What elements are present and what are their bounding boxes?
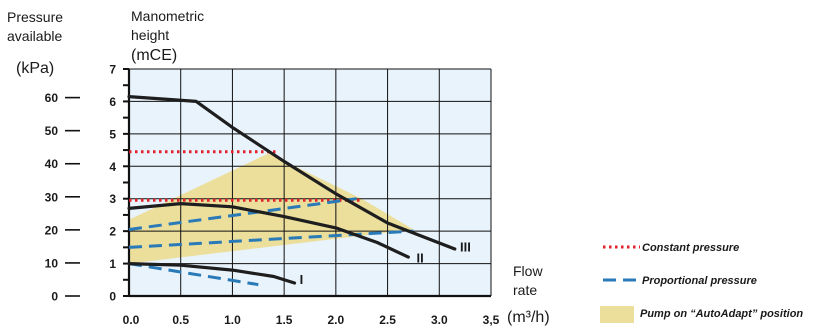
kpa-tick-label: 40 [45, 157, 59, 171]
x-tick-label: 0.0 [123, 313, 140, 327]
kpa-tick-label: 50 [45, 124, 59, 138]
right-axis-title: Manometric [131, 8, 204, 24]
autoadapt-region [129, 153, 414, 264]
x-tick-label: 2.0 [328, 313, 345, 327]
legend-swatch-autoadapt [600, 306, 634, 323]
proportional-pressure-line-1 [128, 197, 357, 231]
legend: Constant pressure Proportional pressure Pu… [600, 242, 803, 323]
kpa-tick-label: 0 [51, 290, 58, 304]
proportional-pressure-line-2 [128, 229, 414, 249]
left-axis-unit: (kPa) [16, 60, 54, 77]
x-tick-label: 3,5 [483, 313, 500, 327]
x-axis-title: rate [513, 282, 537, 298]
pump-curve-i [127, 262, 297, 285]
x-tick-label: 0.5 [172, 313, 189, 327]
curve-label: I [300, 272, 304, 287]
kpa-tick-label: 30 [45, 190, 59, 204]
mce-tick-label: 0 [109, 290, 116, 304]
plot-area [65, 68, 492, 298]
mce-tick-label: 6 [109, 95, 116, 109]
right-axis-unit: (mCE) [131, 47, 177, 64]
left-axis-title: available [7, 28, 62, 44]
x-tick-label: 3.0 [431, 313, 448, 327]
proportional-pressure-line-3 [128, 262, 259, 287]
left-axis-title: Pressure [7, 9, 63, 25]
legend-label: Pump on “AutoAdapt” position [640, 308, 803, 320]
legend-label: Proportional pressure [642, 275, 757, 287]
right-axis-title: height [131, 27, 169, 43]
mce-tick-label: 1 [109, 257, 116, 271]
x-tick-label: 1.0 [224, 313, 241, 327]
mce-tick-label: 2 [109, 225, 116, 239]
mce-tick-label: 4 [109, 160, 116, 174]
x-axis-title: Flow [513, 263, 543, 279]
kpa-tick-label: 10 [45, 256, 59, 270]
x-tick-label: 2.5 [379, 313, 396, 327]
kpa-tick-label: 60 [45, 91, 59, 105]
curve-label: II [417, 251, 424, 266]
legend-label: Constant pressure [642, 242, 739, 254]
curve-label: III [460, 239, 471, 254]
x-axis-unit: (m³/h) [507, 309, 550, 326]
mce-tick-label: 7 [109, 63, 116, 77]
pump-curve-iii [127, 94, 457, 251]
mce-tick-label: 5 [109, 127, 116, 141]
kpa-tick-label: 20 [45, 223, 59, 237]
mce-tick-label: 3 [109, 192, 116, 206]
pump-curve-ii [127, 202, 410, 259]
x-tick-label: 1.5 [276, 313, 293, 327]
axis-labels: 0 1 2 3 4 5 6 7 0 10 20 30 40 50 60 0.0 0.5 1.0 1.5 2.0 2.5 3… [7, 8, 550, 327]
